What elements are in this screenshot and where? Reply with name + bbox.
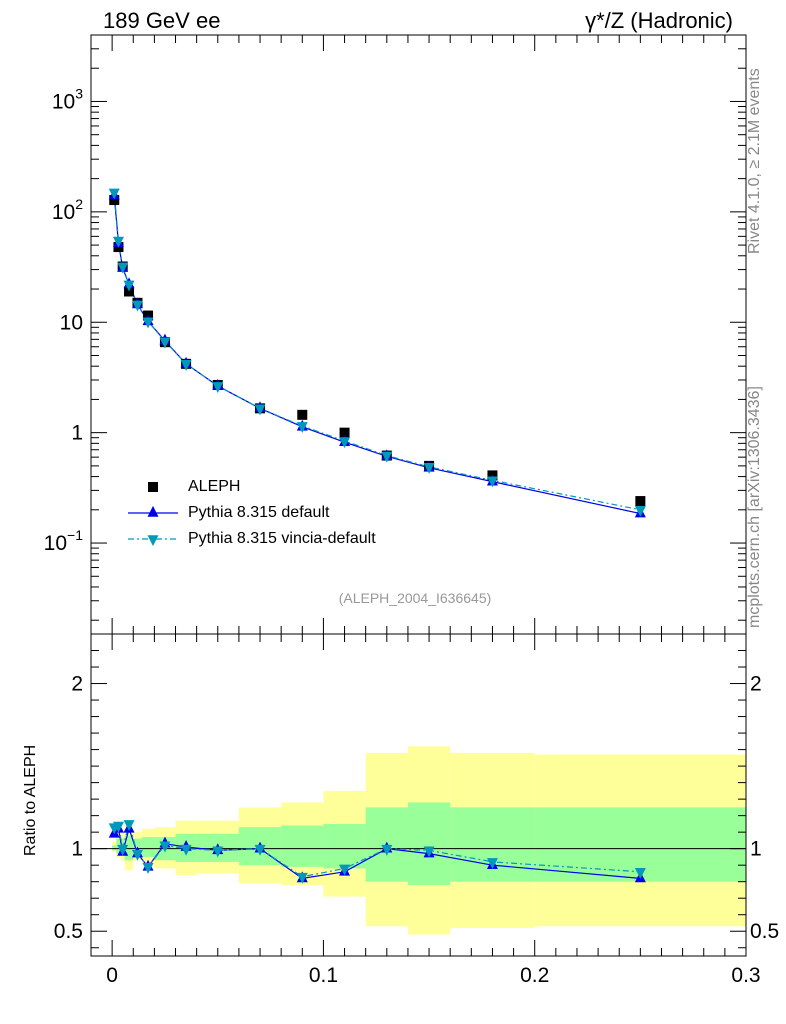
uncertainty-bands [91,746,746,935]
ratio-vincia-point [339,864,351,876]
aleph-point [339,427,350,438]
band-inner-bin [112,845,117,851]
band-inner-bin [450,807,535,882]
band-inner-bin [323,823,366,869]
ratio-vincia-point [117,844,129,856]
series-line-default [113,195,641,515]
y-tick-label: 102 [52,196,83,224]
header-right-title: γ*/Z (Hadronic) [585,8,733,33]
aleph-point [297,409,308,420]
band-inner-bin [141,837,155,857]
series-line-vincia [113,192,641,511]
band-inner-bin [281,825,324,867]
header-left-title: 189 GeV ee [103,8,221,33]
legend-label-aleph: ALEPH [188,478,241,495]
ratio-y-tick-label: 1 [71,838,83,861]
vincia-point [634,506,646,517]
x-tick-label: 0.3 [731,964,760,987]
vincia-point [254,404,266,416]
vincia-point [159,337,171,349]
data-series [108,188,646,884]
x-tick-label: 0.2 [520,964,549,987]
vincia-point [123,280,135,292]
ratio-y-axis-label: Ratio to ALEPH [22,744,39,856]
vincia-point [486,476,498,488]
aleph-point [109,195,120,206]
legend-marker-aleph [148,482,158,492]
ratio-vincia-point [112,821,124,833]
vincia-point [296,422,308,434]
ratio-y-tick-label-right: 1 [750,838,762,861]
y-tick-label: 10−1 [44,527,84,555]
legend-label-pythia-default: Pythia 8.315 default [188,504,330,521]
ratio-vincia-point [296,872,308,884]
ratio-vincia-point [423,846,435,858]
vincia-point [117,262,129,274]
ratio-line-default [113,826,641,880]
y-tick-label: 103 [52,85,83,113]
aleph-point [635,496,646,507]
band-inner-bin [407,802,451,885]
vincia-point [131,300,143,312]
ratio-y-tick-label-right: 0.5 [750,920,779,943]
ratio-vincia-point [486,858,498,869]
ratio-vincia-point [123,820,135,831]
ratio-vincia-point [159,841,171,853]
vincia-point [423,463,435,474]
vincia-point [212,382,224,393]
ratio-vincia-point [131,849,143,861]
y-tick-label: 10 [60,311,83,334]
vincia-point [108,188,120,200]
analysis-id-label: (ALEPH_2004_I636645) [338,590,492,606]
legend-marker-vincia [147,535,159,547]
ratio-vincia-point [381,844,393,856]
ratio-y-tick-label: 2 [71,673,83,696]
x-tick-label: 0.1 [309,964,338,987]
ratio-panel-frame [90,633,747,957]
legend [128,482,178,547]
ratio-vincia-point [212,846,224,858]
vincia-point [142,317,154,329]
ratio-vincia-point [634,867,646,879]
ratio-vincia-point [254,844,266,856]
ratio-y-tick-label: 0.5 [54,920,83,943]
ratio-vincia-point [142,863,154,874]
legend-marker-default [147,505,159,517]
legend-label-pythia-vincia: Pythia 8.315 vincia-default [188,530,376,547]
rivet-version-label: Rivet 4.1.0, ≥ 2.1M events [746,68,763,254]
ratio-vincia-point [180,844,192,856]
band-inner-bin [124,835,134,861]
vincia-point [112,236,124,248]
y-tick-label: 1 [71,422,83,445]
x-tick-label: 0 [106,964,118,987]
vincia-point [180,360,192,371]
vincia-point [339,437,351,449]
vincia-point [381,451,393,463]
ratio-y-tick-label-right: 2 [750,673,762,696]
